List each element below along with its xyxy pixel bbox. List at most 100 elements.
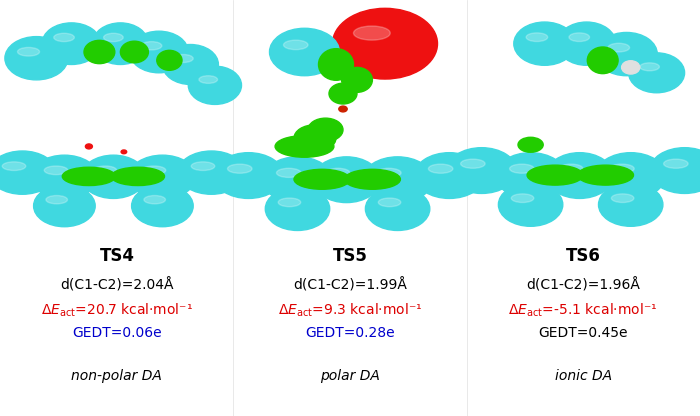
Ellipse shape	[144, 196, 165, 204]
Text: $\Delta E_{\mathrm{act}}$=9.3 kcal·mol⁻¹: $\Delta E_{\mathrm{act}}$=9.3 kcal·mol⁻¹	[278, 301, 422, 319]
Ellipse shape	[228, 164, 252, 173]
Ellipse shape	[326, 168, 350, 178]
Ellipse shape	[121, 150, 127, 154]
Ellipse shape	[85, 144, 92, 149]
Ellipse shape	[294, 125, 336, 151]
Ellipse shape	[313, 157, 380, 203]
Ellipse shape	[514, 22, 575, 65]
Ellipse shape	[54, 33, 74, 42]
Ellipse shape	[284, 40, 308, 50]
Ellipse shape	[610, 164, 634, 173]
Ellipse shape	[518, 137, 543, 152]
Ellipse shape	[132, 185, 193, 227]
Ellipse shape	[414, 153, 484, 198]
Ellipse shape	[664, 159, 688, 168]
Ellipse shape	[510, 164, 534, 173]
Ellipse shape	[178, 151, 245, 194]
Ellipse shape	[191, 162, 215, 171]
Text: d(C1-C2)=2.04Å: d(C1-C2)=2.04Å	[60, 278, 174, 292]
Ellipse shape	[174, 54, 193, 62]
Ellipse shape	[129, 155, 196, 198]
Ellipse shape	[329, 83, 357, 104]
Ellipse shape	[650, 148, 700, 193]
Text: GEDT=0.45e: GEDT=0.45e	[538, 326, 628, 340]
Ellipse shape	[214, 153, 284, 198]
Ellipse shape	[332, 8, 438, 79]
Ellipse shape	[18, 47, 40, 56]
Ellipse shape	[339, 106, 347, 112]
Text: TS5: TS5	[332, 247, 368, 265]
Ellipse shape	[461, 159, 485, 168]
Ellipse shape	[344, 169, 400, 189]
Ellipse shape	[559, 164, 583, 173]
Ellipse shape	[46, 196, 67, 204]
Ellipse shape	[640, 63, 659, 71]
Ellipse shape	[111, 167, 164, 186]
Ellipse shape	[526, 33, 547, 42]
Ellipse shape	[294, 169, 350, 189]
Text: d(C1-C2)=1.96Å: d(C1-C2)=1.96Å	[526, 278, 640, 292]
Ellipse shape	[262, 157, 332, 203]
Ellipse shape	[278, 198, 301, 207]
Ellipse shape	[199, 76, 218, 83]
Text: polar DA: polar DA	[320, 369, 380, 384]
Ellipse shape	[578, 165, 634, 185]
Ellipse shape	[587, 47, 618, 74]
Ellipse shape	[608, 43, 629, 52]
Ellipse shape	[275, 136, 334, 157]
Ellipse shape	[598, 183, 663, 226]
Ellipse shape	[81, 155, 146, 198]
Ellipse shape	[365, 187, 430, 230]
Ellipse shape	[92, 23, 148, 64]
Ellipse shape	[596, 153, 666, 198]
Ellipse shape	[363, 157, 433, 203]
Ellipse shape	[276, 168, 301, 178]
Ellipse shape	[2, 162, 26, 171]
Text: GEDT=0.06e: GEDT=0.06e	[72, 326, 162, 340]
Ellipse shape	[120, 41, 148, 63]
Ellipse shape	[157, 50, 182, 70]
Ellipse shape	[44, 166, 68, 175]
Ellipse shape	[162, 45, 218, 84]
Ellipse shape	[42, 23, 101, 64]
Ellipse shape	[94, 166, 117, 175]
Ellipse shape	[546, 153, 613, 198]
Text: TS4: TS4	[99, 247, 134, 265]
Text: d(C1-C2)=1.99Å: d(C1-C2)=1.99Å	[293, 278, 407, 292]
Ellipse shape	[265, 187, 330, 230]
Ellipse shape	[188, 66, 241, 104]
Ellipse shape	[596, 32, 657, 76]
Text: $\Delta E_{\mathrm{act}}$=-5.1 kcal·mol⁻¹: $\Delta E_{\mathrm{act}}$=-5.1 kcal·mol⁻…	[508, 301, 658, 319]
Ellipse shape	[142, 166, 166, 175]
Text: TS6: TS6	[566, 247, 601, 265]
Ellipse shape	[318, 49, 354, 80]
Ellipse shape	[622, 61, 640, 74]
Ellipse shape	[511, 194, 534, 203]
Ellipse shape	[557, 22, 616, 65]
Text: non-polar DA: non-polar DA	[71, 369, 162, 384]
Ellipse shape	[84, 40, 115, 64]
Ellipse shape	[31, 155, 98, 198]
Text: ionic DA: ionic DA	[554, 369, 612, 384]
Ellipse shape	[377, 168, 401, 178]
Ellipse shape	[428, 164, 453, 173]
Ellipse shape	[104, 33, 123, 42]
Text: $\Delta E_{\mathrm{act}}$=20.7 kcal·mol⁻¹: $\Delta E_{\mathrm{act}}$=20.7 kcal·mol⁻…	[41, 301, 193, 319]
Ellipse shape	[378, 198, 401, 207]
Ellipse shape	[130, 31, 188, 73]
Ellipse shape	[611, 194, 634, 203]
Ellipse shape	[5, 37, 68, 80]
Ellipse shape	[141, 42, 162, 50]
Ellipse shape	[354, 26, 391, 40]
Ellipse shape	[0, 151, 56, 194]
Ellipse shape	[342, 67, 372, 92]
Ellipse shape	[527, 165, 583, 185]
Ellipse shape	[447, 148, 517, 193]
Ellipse shape	[498, 183, 563, 226]
Ellipse shape	[629, 53, 685, 93]
Ellipse shape	[308, 118, 343, 141]
Ellipse shape	[496, 153, 566, 198]
Ellipse shape	[270, 28, 340, 76]
Ellipse shape	[569, 33, 589, 42]
Ellipse shape	[62, 167, 116, 186]
